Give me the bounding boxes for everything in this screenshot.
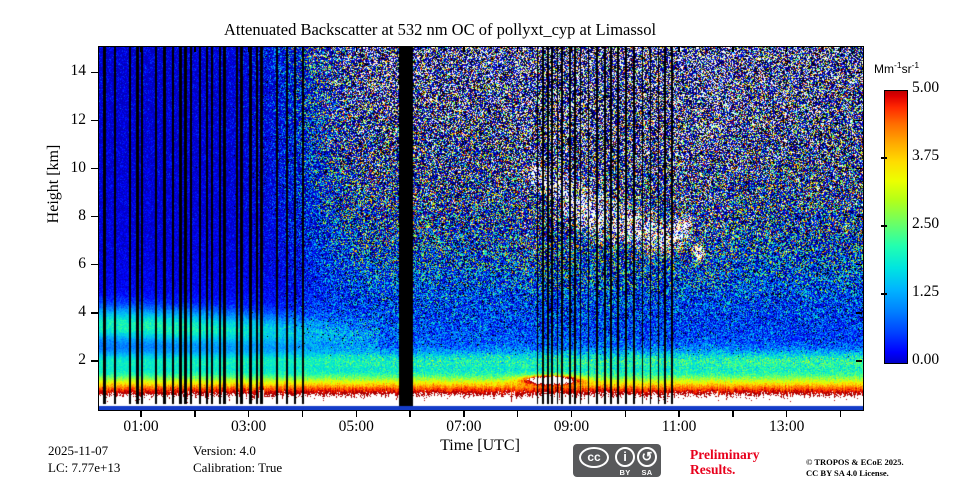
- colorbar-units-mm: Mm: [874, 62, 894, 76]
- x-tick-mark-top: [355, 46, 357, 52]
- x-tick-mark-top: [678, 46, 680, 52]
- y-tick-mark-right: [856, 360, 862, 362]
- x-tick-mark-top: [194, 46, 196, 52]
- y-tick-mark: [91, 119, 98, 122]
- y-tick-mark: [91, 215, 98, 218]
- preliminary-line-1: Preliminary: [690, 447, 760, 462]
- y-tick-label: 8: [78, 206, 86, 224]
- x-tick-mark-top: [247, 46, 250, 52]
- colorbar-tick-label: 2.50: [912, 215, 940, 232]
- x-axis-label: Time [UTC]: [440, 437, 520, 454]
- colorbar-tick-mark: [881, 225, 887, 227]
- y-tick-label: 12: [70, 110, 87, 128]
- x-tick-label: 07:00: [446, 418, 482, 435]
- copyright-line-2: CC BY SA 4.0 License.: [806, 468, 889, 478]
- y-tick-mark: [91, 264, 98, 266]
- y-tick-label: 4: [78, 302, 86, 320]
- x-tick-mark-top: [732, 46, 734, 52]
- x-tick-label: 13:00: [769, 418, 805, 435]
- x-tick-mark-top: [516, 46, 519, 52]
- colorbar-units-exp1: -1: [894, 60, 902, 70]
- y-tick-mark-right: [856, 167, 862, 170]
- cc-by-glyph: i: [623, 449, 627, 464]
- x-tick-mark: [301, 410, 304, 417]
- x-tick-label: 03:00: [230, 418, 267, 435]
- x-tick-label: 09:00: [553, 418, 590, 435]
- x-tick-mark-top: [301, 46, 304, 52]
- y-tick-mark-right: [856, 264, 862, 266]
- x-tick-mark: [678, 410, 680, 417]
- footer-calibration: Calibration: True: [193, 460, 283, 475]
- y-tick-label: 10: [70, 158, 87, 176]
- x-tick-mark-top: [839, 46, 842, 52]
- x-tick-mark-top: [463, 46, 465, 52]
- x-tick-mark-top: [570, 46, 573, 52]
- x-tick-mark: [194, 410, 196, 417]
- x-tick-mark: [785, 410, 788, 417]
- colorbar[interactable]: [884, 90, 908, 364]
- y-tick-mark-right: [856, 71, 862, 74]
- y-tick-mark-right: [856, 119, 862, 122]
- backscatter-heatmap-canvas[interactable]: [99, 47, 863, 410]
- colorbar-units-sr: sr: [901, 62, 912, 76]
- x-tick-mark: [624, 410, 626, 417]
- y-tick-mark: [91, 71, 98, 74]
- cc-by-icon: [615, 447, 635, 467]
- colorbar-tick-label: 5.00: [912, 79, 940, 96]
- x-tick-mark: [463, 410, 465, 417]
- copyright-notice: © TROPOS & ECoE 2025. CC BY SA 4.0 Licen…: [806, 457, 904, 479]
- colorbar-units-label: Mm-1sr-1: [874, 60, 919, 76]
- x-tick-label: 11:00: [661, 418, 697, 435]
- y-tick-label: 6: [78, 254, 86, 272]
- colorbar-tick-mark: [881, 293, 887, 295]
- footer-version: Version: 4.0: [193, 443, 256, 458]
- x-tick-mark: [247, 410, 250, 417]
- preliminary-line-2: Results.: [690, 462, 736, 477]
- x-tick-mark-top: [624, 46, 626, 52]
- cc-sa-glyph: ↺: [641, 449, 653, 464]
- x-tick-label: 05:00: [338, 418, 374, 435]
- x-tick-mark: [140, 410, 142, 417]
- y-tick-mark-right: [856, 312, 862, 314]
- colorbar-tick-label: 3.75: [912, 147, 940, 164]
- y-tick-mark: [91, 312, 98, 314]
- cc-circle-icon: [579, 447, 609, 468]
- x-tick-mark: [570, 410, 573, 417]
- colorbar-tick-mark: [881, 157, 887, 159]
- x-tick-mark-top: [785, 46, 788, 52]
- x-tick-mark: [839, 410, 842, 417]
- x-tick-mark: [732, 410, 734, 417]
- copyright-line-1: © TROPOS & ECoE 2025.: [806, 457, 904, 467]
- colorbar-tick-label: 0.00: [912, 351, 940, 368]
- preliminary-results-notice: Preliminary Results.: [690, 447, 810, 477]
- y-tick-label: 2: [78, 350, 86, 368]
- page-title: Attenuated Backscatter at 532 nm OC of p…: [223, 20, 657, 39]
- creative-commons-badge[interactable]: cc i ↺ BY SA: [573, 444, 661, 477]
- footer-lidar-constant: LC: 7.77e+13: [48, 460, 121, 475]
- x-tick-mark: [355, 410, 357, 417]
- footer-date: 2025-11-07: [48, 443, 109, 458]
- y-tick-label: 14: [70, 62, 87, 80]
- cc-logo-text: cc: [587, 450, 601, 464]
- cc-sa-label: SA: [641, 468, 653, 477]
- colorbar-tick-label: 1.25: [912, 283, 940, 300]
- heatmap-plot-area[interactable]: [98, 46, 864, 411]
- x-tick-mark-top: [409, 46, 411, 52]
- cc-by-label: BY: [619, 468, 631, 477]
- y-tick-mark: [91, 167, 98, 170]
- x-tick-label: 01:00: [123, 418, 159, 435]
- x-tick-mark: [516, 410, 519, 417]
- x-tick-mark: [409, 410, 411, 417]
- cc-sa-icon: [637, 447, 657, 467]
- y-axis-label: Height [km]: [45, 144, 62, 224]
- y-tick-mark-right: [856, 215, 862, 218]
- x-tick-mark-top: [140, 46, 142, 52]
- y-tick-mark: [91, 360, 98, 362]
- colorbar-units-exp2: -1: [911, 60, 920, 70]
